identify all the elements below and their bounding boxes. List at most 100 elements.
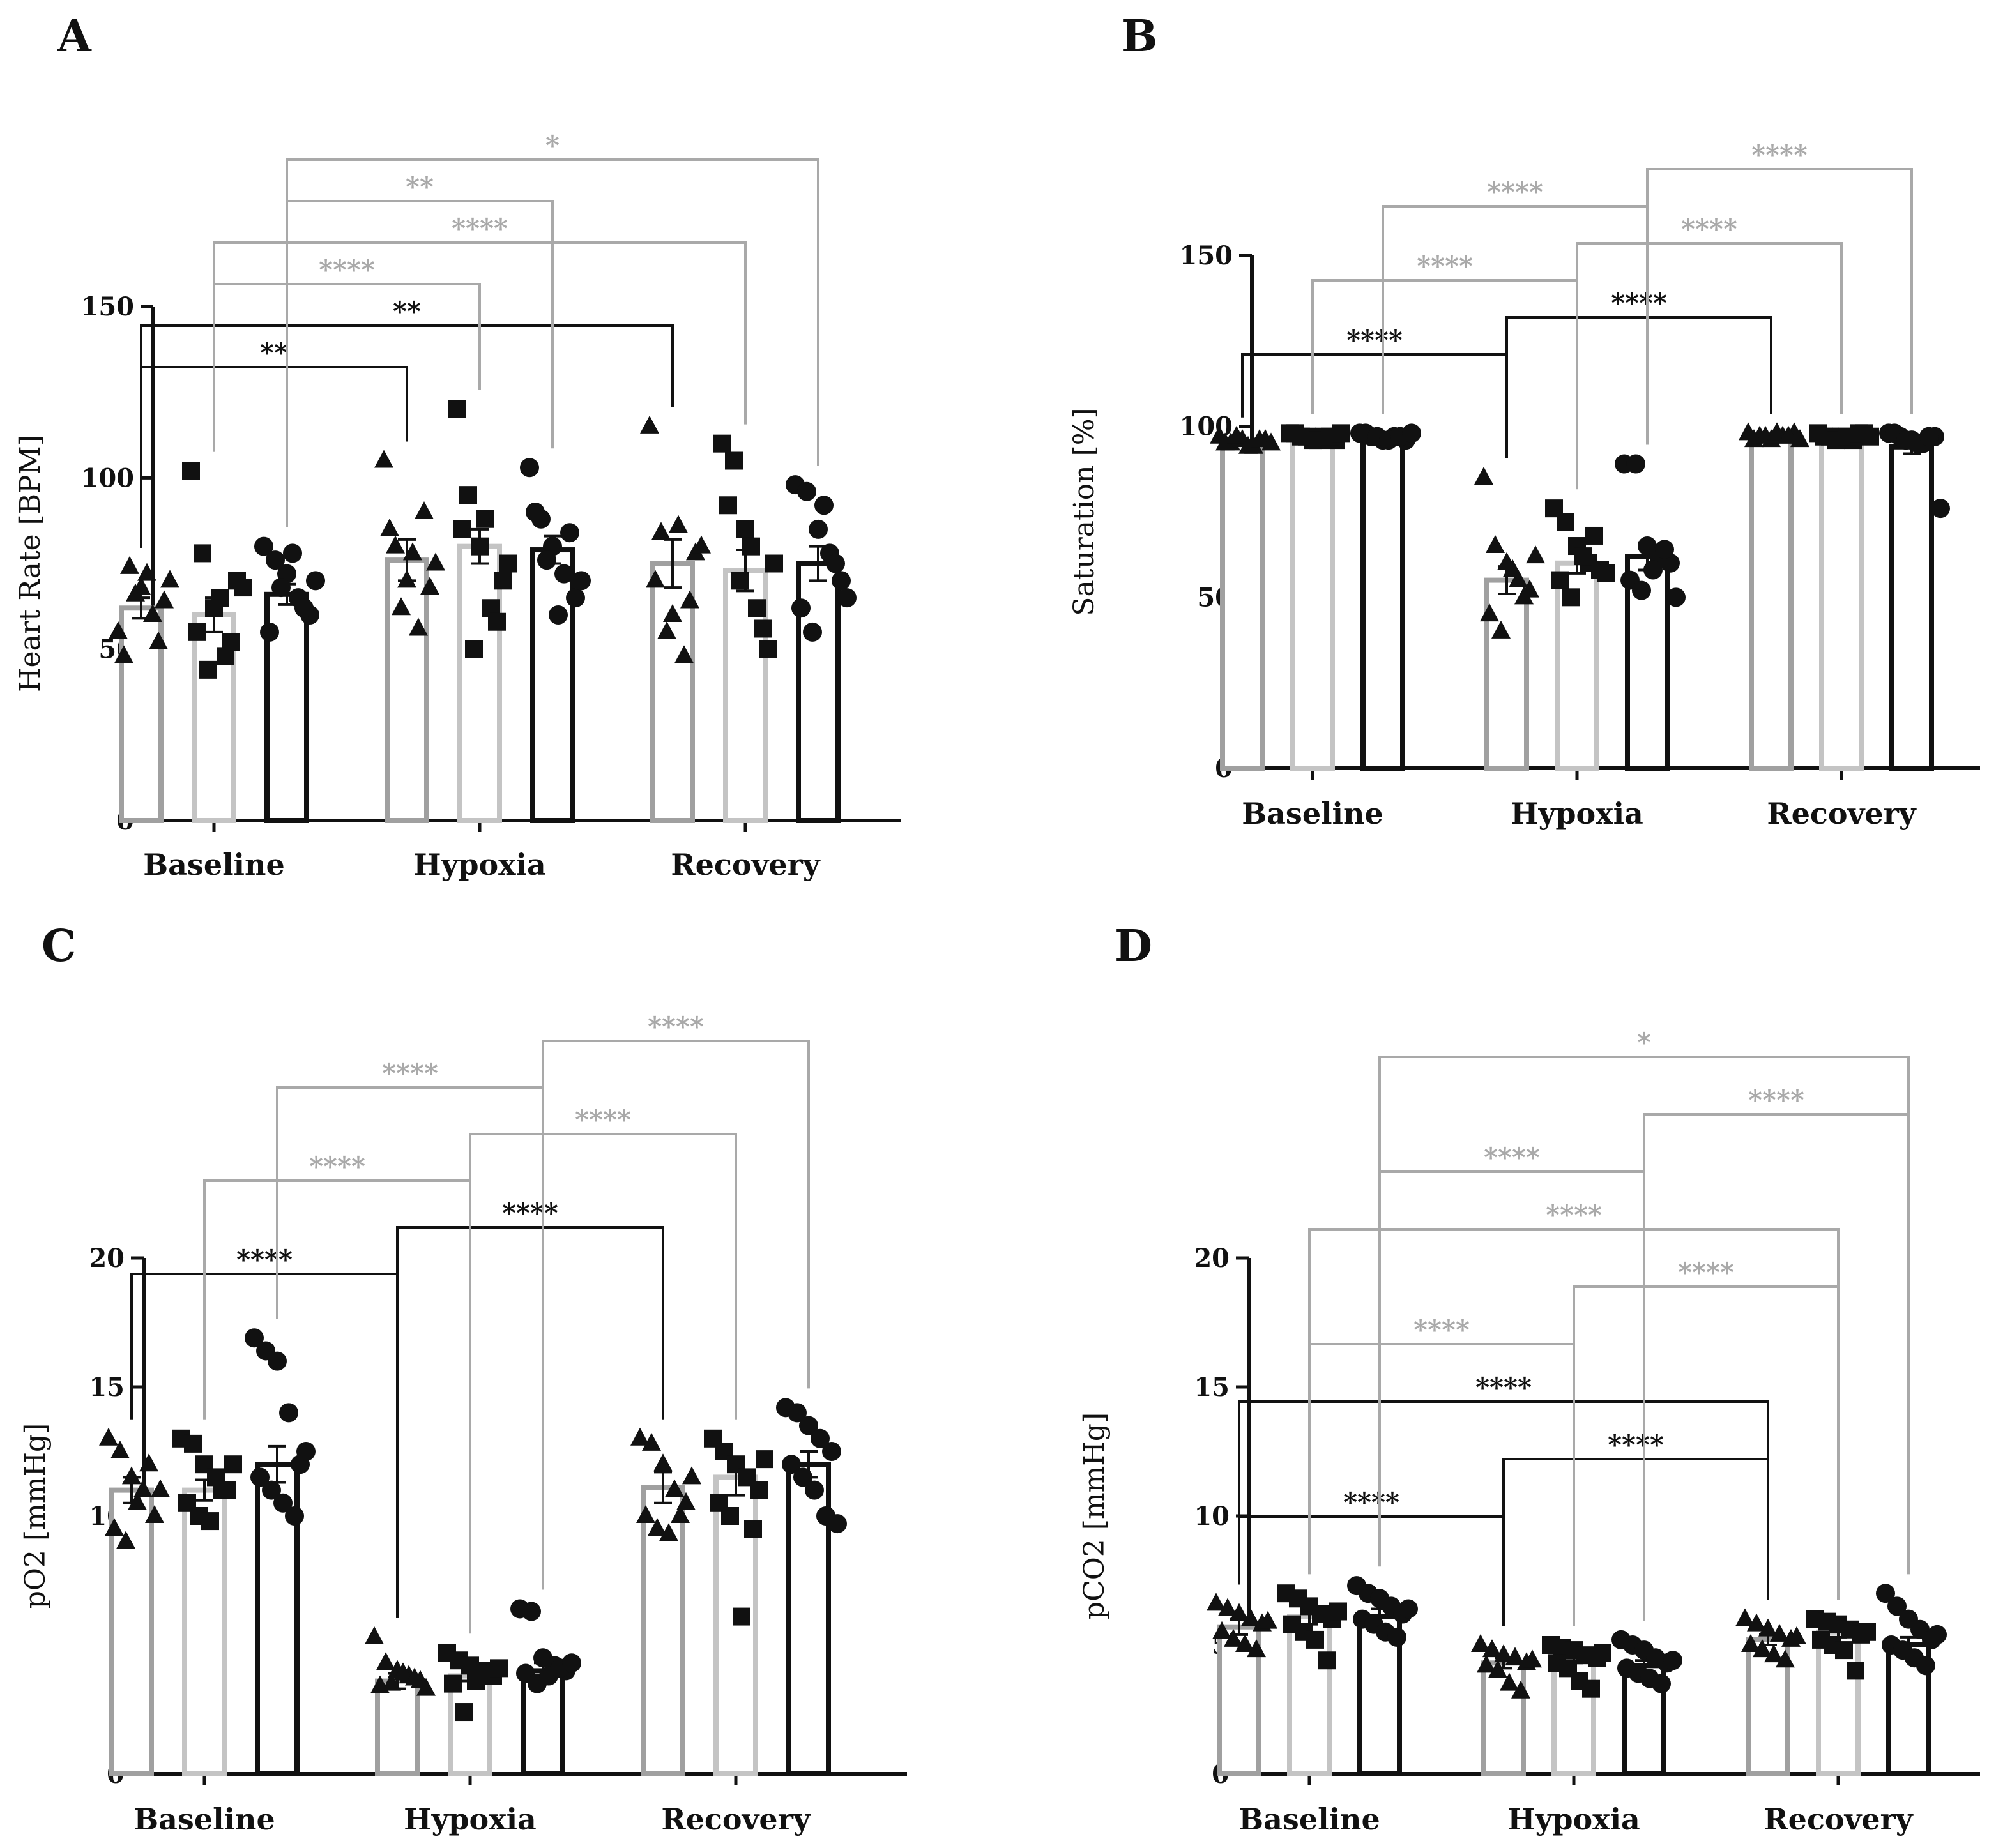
y-tick-label: 10 (1194, 1501, 1230, 1531)
data-point-square (211, 589, 229, 607)
y-axis-label: pCO2 [mmHg] (1078, 1413, 1111, 1619)
significance-label: **** (1346, 324, 1403, 356)
data-point-square (1858, 1623, 1876, 1641)
data-point-triangle (1741, 1634, 1760, 1652)
category-label: Baseline (143, 847, 285, 882)
significance-bracket (1311, 279, 1578, 490)
data-point-triangle (143, 604, 162, 622)
data-point-triangle (149, 631, 168, 649)
data-point-triangle (651, 522, 671, 540)
data-point-triangle (1779, 425, 1798, 444)
significance-label: **** (1484, 1142, 1540, 1173)
data-point-triangle (1238, 435, 1258, 454)
data-point-circle (832, 571, 851, 591)
significance-bracket (286, 200, 554, 527)
significance-label: **** (1487, 176, 1543, 208)
data-point-square (1551, 571, 1569, 589)
data-point-square (490, 1659, 508, 1678)
data-point-square (1585, 526, 1603, 545)
data-point-square (742, 537, 760, 556)
data-point-circle (803, 622, 822, 642)
bar (1360, 437, 1405, 771)
category-label: Hypoxia (1507, 1802, 1640, 1837)
y-axis-label: Heart Rate [BPM] (14, 435, 47, 692)
data-point-circle (549, 605, 568, 625)
data-point-circle (814, 496, 834, 515)
data-point-triangle (1218, 1598, 1237, 1616)
bar (385, 557, 429, 824)
data-point-square (736, 520, 754, 538)
data-point-triangle (1491, 620, 1511, 639)
data-point-triangle (676, 1492, 696, 1510)
data-point-square (213, 1481, 231, 1499)
data-point-circle (537, 550, 556, 570)
bar (1481, 1660, 1526, 1777)
data-point-square (1332, 424, 1350, 443)
data-point-triangle (680, 590, 699, 609)
significance-label: **** (309, 1151, 365, 1182)
data-point-triangle (122, 1466, 141, 1485)
data-point-triangle (1764, 1644, 1783, 1663)
significance-label: **** (1751, 139, 1808, 170)
data-point-circle (271, 578, 291, 598)
data-point-triangle (648, 1518, 667, 1536)
data-point-triangle (671, 1505, 690, 1523)
data-point-circle (526, 503, 545, 522)
data-point-triangle (653, 1453, 673, 1472)
significance-label: **** (1546, 1199, 1602, 1231)
data-point-square (721, 1507, 739, 1525)
category-label: Recovery (661, 1802, 811, 1837)
data-point-circle (1666, 587, 1686, 607)
bar (1889, 444, 1934, 771)
significance-label: **** (452, 213, 508, 244)
data-point-triangle (1747, 1613, 1766, 1632)
data-point-triangle (405, 1667, 424, 1686)
data-point-triangle (1511, 1680, 1530, 1699)
bar (521, 1668, 565, 1776)
data-point-square (194, 544, 211, 563)
panel-letter: D (1115, 921, 1152, 972)
significance-label: **** (382, 1057, 438, 1089)
data-point-square (188, 623, 206, 641)
data-point-circle (285, 1506, 304, 1526)
data-point-circle (306, 571, 325, 591)
data-point-triangle (155, 590, 174, 609)
bar (182, 1487, 227, 1777)
data-point-triangle (1474, 466, 1493, 485)
data-point-triangle (1503, 559, 1522, 577)
data-point-triangle (1776, 1649, 1795, 1668)
data-point-square (1318, 1651, 1336, 1670)
significance-bracket (1308, 1228, 1840, 1600)
y-tick-label: 150 (1180, 241, 1233, 271)
data-point-triangle (137, 563, 156, 581)
data-point-circle (809, 519, 828, 539)
data-point-triangle (1486, 535, 1505, 554)
data-point-triangle (1207, 1593, 1226, 1611)
significance-label: **** (236, 1244, 293, 1275)
category-label: Baseline (1242, 796, 1383, 831)
data-point-circle (554, 564, 574, 584)
data-point-triangle (1227, 425, 1246, 444)
data-point-triangle (416, 1678, 436, 1696)
data-point-triangle (133, 1479, 153, 1497)
data-point-square (1847, 1662, 1864, 1680)
significance-bracket (396, 1226, 664, 1618)
data-point-triangle (114, 645, 133, 663)
data-point-circle (799, 1416, 818, 1435)
data-point-triangle (665, 1479, 684, 1497)
category-label: Hypoxia (404, 1802, 537, 1837)
data-point-square (733, 1607, 750, 1626)
data-point-square (1329, 1602, 1347, 1621)
data-point-circle (837, 588, 857, 608)
data-point-circle (1655, 540, 1674, 559)
data-point-circle (826, 554, 845, 573)
significance-bracket (1505, 316, 1772, 458)
data-point-circle (828, 1514, 847, 1534)
data-point-square (222, 633, 240, 651)
data-point-circle (1626, 454, 1645, 474)
significance-bracket (213, 241, 747, 452)
data-point-square (465, 640, 483, 658)
data-point-triangle (374, 450, 393, 468)
